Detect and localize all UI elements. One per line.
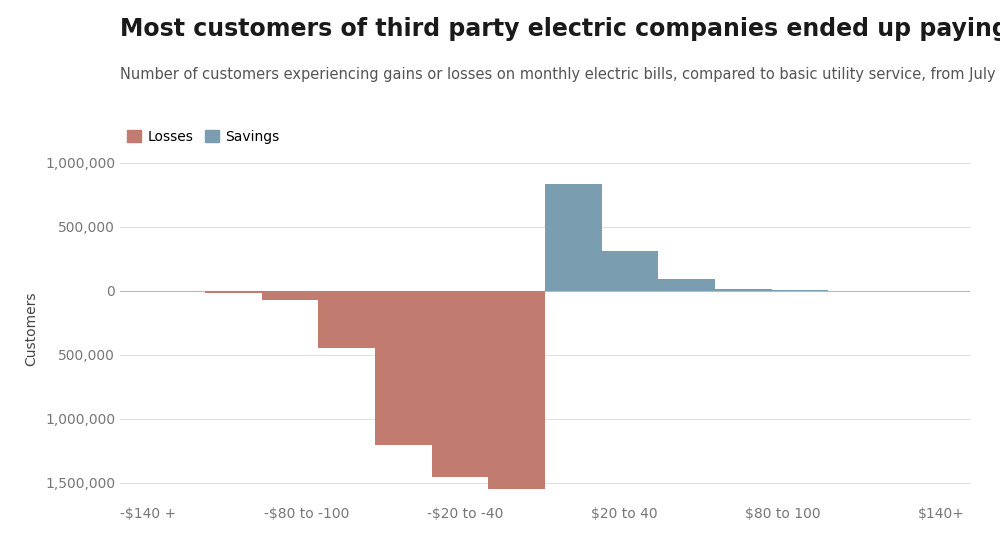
Y-axis label: Customers: Customers <box>24 292 38 367</box>
Text: Number of customers experiencing gains or losses on monthly electric bills, comp: Number of customers experiencing gains o… <box>120 67 1000 82</box>
Text: Most customers of third party electric companies ended up paying more: Most customers of third party electric c… <box>120 17 1000 41</box>
Bar <box>432 291 488 477</box>
Bar <box>375 291 432 445</box>
Legend: Losses, Savings: Losses, Savings <box>127 129 280 144</box>
Bar <box>772 290 828 291</box>
Bar <box>602 251 658 291</box>
Bar <box>658 279 715 291</box>
Bar <box>262 291 318 300</box>
Bar <box>545 185 602 291</box>
Bar <box>205 291 262 294</box>
Bar <box>715 289 772 291</box>
Bar <box>318 291 375 348</box>
Bar <box>488 291 545 489</box>
